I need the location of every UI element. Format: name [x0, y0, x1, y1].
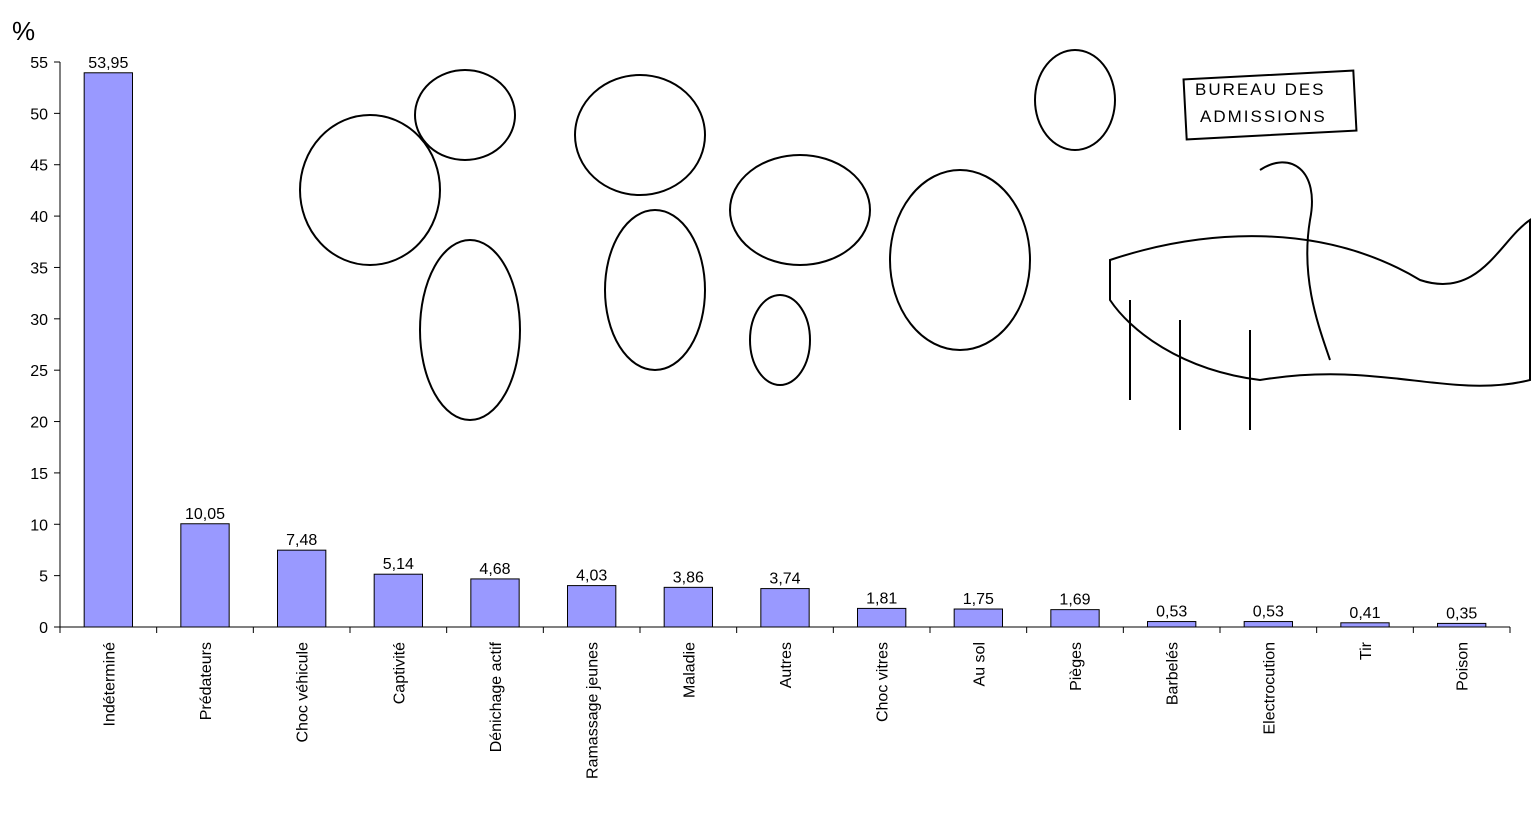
bar	[373, 573, 423, 628]
y-tick-label: 20	[30, 415, 48, 432]
y-tick-label: 45	[30, 158, 48, 175]
x-tick-label: Prédateurs	[198, 642, 215, 720]
value-label: 53,95	[88, 55, 128, 72]
x-tick-label: Maladie	[681, 642, 698, 698]
value-label: 7,48	[286, 532, 317, 549]
y-tick-label: 50	[30, 106, 48, 123]
y-axis-label: %	[12, 16, 35, 46]
bar	[567, 585, 617, 628]
x-tick-label: Choc véhicule	[295, 642, 312, 743]
x-tick-label: Au sol	[971, 642, 988, 686]
bar	[760, 588, 810, 628]
bar	[83, 72, 133, 628]
illustration	[299, 49, 1531, 430]
y-tick-label: 15	[30, 466, 48, 483]
value-label: 0,53	[1253, 604, 1284, 621]
x-tick-label: Indéterminé	[101, 642, 118, 727]
y-tick-label: 55	[30, 55, 48, 72]
value-label: 4,68	[479, 561, 510, 578]
value-label: 1,69	[1059, 592, 1090, 609]
x-tick-label: Captivité	[391, 642, 408, 704]
y-tick-label: 25	[30, 363, 48, 380]
bar	[180, 523, 230, 628]
bar	[1340, 622, 1390, 628]
value-label: 3,86	[673, 569, 704, 586]
y-tick-label: 30	[30, 312, 48, 329]
value-label: 10,05	[185, 506, 225, 523]
bar	[1437, 622, 1487, 628]
bar	[1243, 621, 1293, 628]
x-tick-label: Autres	[778, 642, 795, 688]
bar	[857, 607, 907, 628]
value-label: 5,14	[383, 556, 414, 573]
y-tick-label: 5	[39, 569, 48, 586]
x-tick-label: Choc vitres	[875, 642, 892, 722]
y-tick-label: 40	[30, 209, 48, 226]
value-label: 0,35	[1446, 605, 1477, 622]
value-label: 3,74	[769, 571, 800, 588]
annotation: ADMISSIONS	[1200, 107, 1327, 126]
annotation: BUREAU DES	[1195, 80, 1326, 99]
value-label: 0,53	[1156, 604, 1187, 621]
bar	[1147, 621, 1197, 628]
bar	[470, 578, 520, 628]
x-tick-label: Ramassage jeunes	[585, 642, 602, 779]
y-tick-label: 35	[30, 260, 48, 277]
value-label: 4,03	[576, 568, 607, 585]
bar	[1050, 609, 1100, 628]
value-label: 1,81	[866, 590, 897, 607]
bar	[663, 586, 714, 628]
x-tick-label: Electrocution	[1261, 642, 1278, 735]
bar	[277, 549, 327, 628]
value-label: 1,75	[963, 591, 994, 608]
x-tick-label: Pièges	[1068, 642, 1085, 691]
x-tick-label: Poison	[1455, 642, 1472, 691]
x-tick-label: Dénichage actif	[488, 641, 505, 752]
x-tick-label: Barbelés	[1165, 642, 1182, 705]
x-tick-label: Tir	[1358, 641, 1375, 660]
value-label: 0,41	[1349, 605, 1380, 622]
bar	[953, 608, 1004, 628]
y-tick-label: 0	[39, 620, 48, 637]
y-tick-label: 10	[30, 517, 48, 534]
